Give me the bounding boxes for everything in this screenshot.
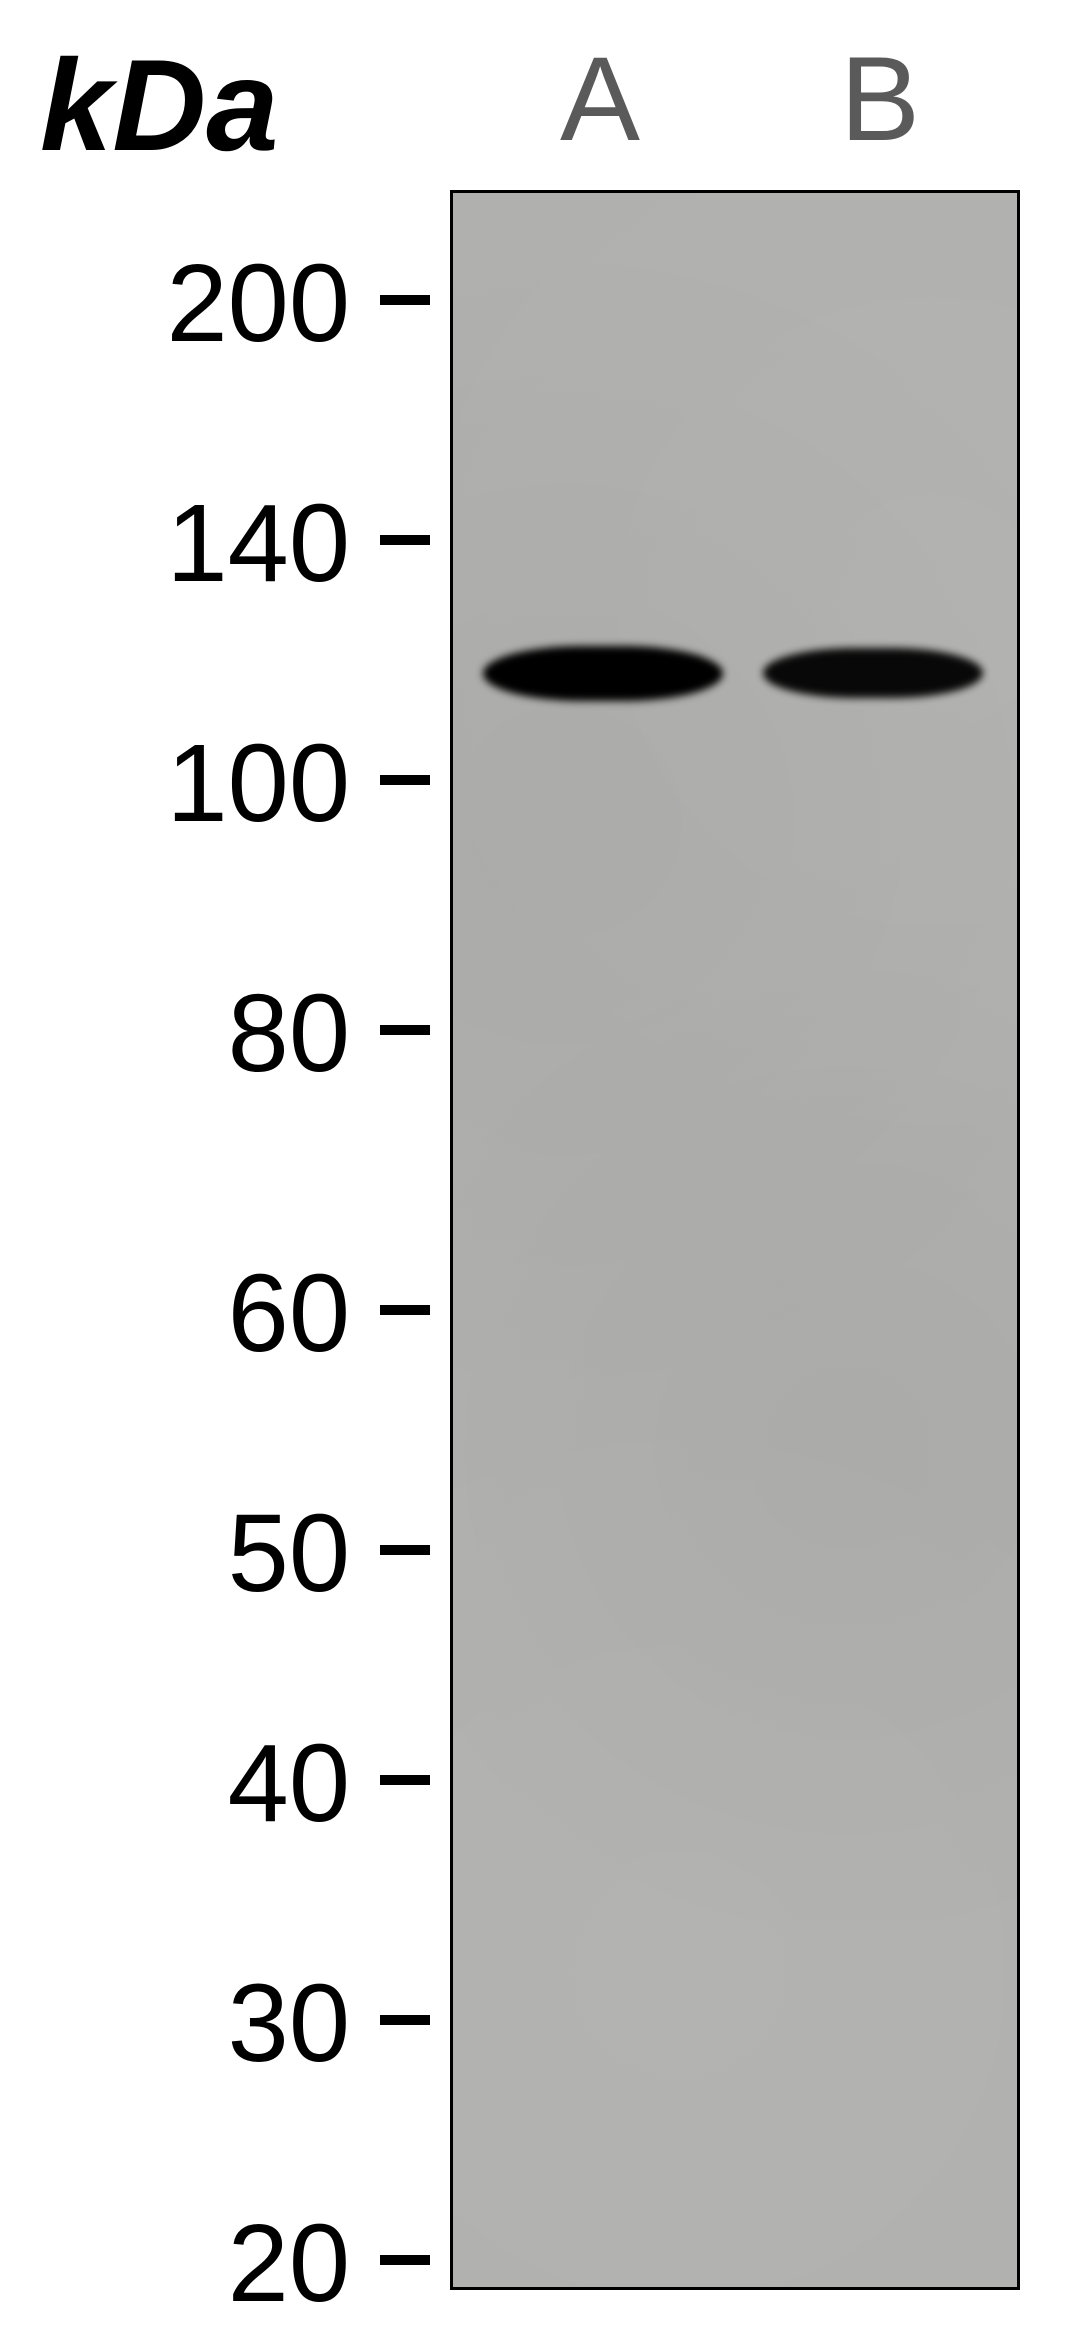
- tick-40: 40: [90, 1720, 350, 1847]
- tick-60: 60: [90, 1250, 350, 1377]
- tick-80: 80: [90, 970, 350, 1097]
- kda-text: kDa: [40, 32, 278, 178]
- tick-mark-200: [380, 295, 430, 305]
- tick-20: 20: [90, 2200, 350, 2327]
- tick-30-text: 30: [228, 1962, 350, 2085]
- tick-80-text: 80: [228, 972, 350, 1095]
- tick-140: 140: [90, 480, 350, 607]
- lane-a-label: A: [560, 30, 640, 168]
- tick-20-text: 20: [228, 2202, 350, 2325]
- tick-mark-60: [380, 1305, 430, 1315]
- kda-axis-label: kDa: [40, 30, 278, 180]
- tick-mark-80: [380, 1025, 430, 1035]
- tick-100: 100: [90, 720, 350, 847]
- tick-50: 50: [90, 1490, 350, 1617]
- tick-140-text: 140: [166, 482, 350, 605]
- lane-b-text: B: [840, 32, 920, 166]
- lane-b-label: B: [840, 30, 920, 168]
- lane-a-text: A: [560, 32, 640, 166]
- tick-mark-40: [380, 1775, 430, 1785]
- blot-membrane: [450, 190, 1020, 2290]
- tick-100-text: 100: [166, 722, 350, 845]
- tick-mark-20: [380, 2255, 430, 2265]
- band-a: [483, 646, 723, 701]
- tick-mark-140: [380, 535, 430, 545]
- tick-mark-30: [380, 2015, 430, 2025]
- band-b: [763, 648, 983, 698]
- tick-60-text: 60: [228, 1252, 350, 1375]
- tick-mark-50: [380, 1545, 430, 1555]
- tick-40-text: 40: [228, 1722, 350, 1845]
- tick-30: 30: [90, 1960, 350, 2087]
- tick-50-text: 50: [228, 1492, 350, 1615]
- western-blot-figure: kDa A B 200 140 100 80 60 50 40 30 20: [0, 0, 1080, 2330]
- tick-mark-100: [380, 775, 430, 785]
- tick-200-text: 200: [166, 242, 350, 365]
- tick-200: 200: [90, 240, 350, 367]
